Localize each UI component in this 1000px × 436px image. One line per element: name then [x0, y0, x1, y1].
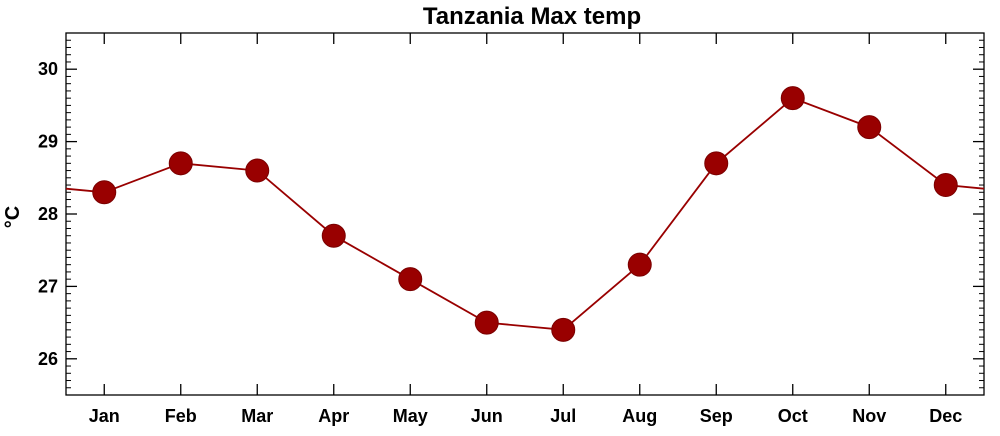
data-point-may [398, 267, 423, 292]
x-tick-label: May [393, 406, 428, 426]
x-tick-label: Jun [471, 406, 503, 426]
x-tick-label: Apr [318, 406, 349, 426]
data-point-oct [780, 86, 805, 111]
x-tick-label: Jul [550, 406, 576, 426]
data-point-apr [321, 223, 346, 248]
x-tick-label: Feb [165, 406, 197, 426]
data-point-aug [627, 252, 652, 277]
x-tick-label: Sep [700, 406, 733, 426]
chart-title: Tanzania Max temp [423, 3, 641, 30]
plot-frame [65, 32, 985, 396]
y-tick-label: 29 [38, 132, 58, 152]
data-point-dec [933, 173, 958, 198]
data-point-nov [857, 115, 882, 140]
y-axis-label: °C [2, 206, 24, 228]
y-tick-label: 27 [38, 276, 58, 296]
axes [65, 32, 985, 396]
tick-labels: 26 27 28 29 30 Jan Feb Mar Apr May Jun Jul Aug Sep Oct… [38, 59, 962, 426]
x-tick-label: Oct [778, 406, 808, 426]
series-temperature [65, 86, 985, 342]
series-line [65, 97, 985, 331]
data-point-mar [245, 158, 270, 183]
x-tick-label: Jan [89, 406, 120, 426]
data-point-jan [92, 180, 117, 205]
x-tick-label: Aug [622, 406, 657, 426]
x-tick-label: Dec [929, 406, 962, 426]
y-tick-label: 30 [38, 59, 58, 79]
y-tick-label: 28 [38, 204, 58, 224]
data-point-sep [704, 151, 729, 176]
data-point-feb [168, 151, 193, 176]
x-tick-label: Nov [852, 406, 886, 426]
x-tick-label: Mar [241, 406, 273, 426]
data-point-jun [474, 310, 499, 335]
y-tick-label: 26 [38, 349, 58, 369]
data-point-jul [551, 317, 576, 342]
